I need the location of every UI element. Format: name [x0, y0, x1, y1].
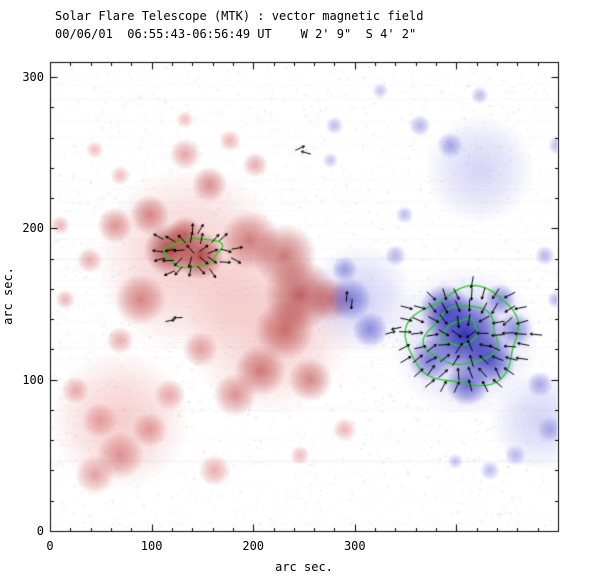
x-axis-title: arc sec.: [275, 560, 333, 574]
y-tick-label: 100: [22, 372, 44, 387]
x-tick-label: 100: [140, 539, 163, 553]
x-tick-label: 0: [46, 539, 54, 553]
y-tick-label: 200: [22, 221, 44, 236]
x-tick-label: 200: [242, 539, 265, 553]
x-tick-label: 300: [343, 539, 366, 553]
y-tick-label: 0: [36, 524, 44, 538]
chart-subtitle: 00/06/01 06:55:43-06:56:49 UT W 2' 9" S …: [55, 27, 417, 41]
y-tick-label: 300: [22, 70, 44, 85]
chart-title: Solar Flare Telescope (MTK) : vector mag…: [55, 9, 424, 23]
y-axis-title: arc sec.: [1, 267, 15, 325]
